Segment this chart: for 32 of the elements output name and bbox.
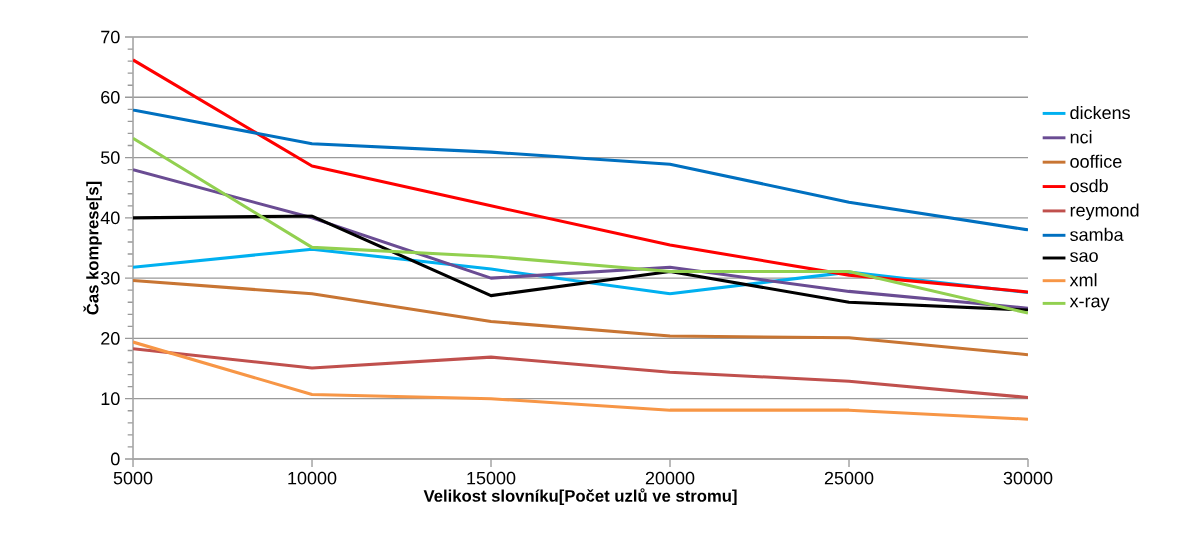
legend-label: samba	[1070, 227, 1124, 241]
legend-label: ooffice	[1070, 154, 1122, 168]
x-axis-title: Velikost slovníku[Počet uzlů ve stromu]	[423, 488, 737, 506]
line-series	[133, 279, 1028, 357]
x-tick-label: 25000	[824, 471, 874, 485]
y-axis-title: Čas komprese[s]	[83, 181, 102, 315]
line-series	[133, 347, 1028, 400]
line-series	[133, 58, 1028, 294]
legend-label: sao	[1070, 252, 1098, 262]
y-tick-label: 30	[100, 271, 120, 285]
legend-label: x-ray	[1069, 297, 1110, 311]
legend-label: nci	[1070, 130, 1092, 144]
x-tick-label: 10000	[288, 471, 337, 485]
y-tick-label: 0	[111, 452, 120, 466]
y-tick-label: 10	[101, 392, 120, 406]
line-series	[133, 340, 1028, 421]
x-tick-label: 15000	[467, 471, 516, 485]
y-tick-label: 50	[100, 151, 120, 164]
legend-label: xml	[1069, 273, 1097, 287]
legend-label: osdb	[1070, 179, 1108, 193]
line-series	[133, 108, 1028, 232]
x-tick-label: 30000	[1003, 471, 1053, 485]
legend-label: dickens	[1070, 105, 1130, 120]
y-tick-label: 40	[100, 211, 120, 225]
line-series	[133, 136, 1028, 315]
y-tick-label: 20	[101, 332, 120, 345]
y-tick-label: 60	[101, 90, 120, 104]
y-tick-label: 70	[101, 30, 120, 44]
x-tick-label: 20000	[645, 471, 695, 485]
x-tick-label: 5000	[113, 471, 153, 485]
legend-label: reymond	[1070, 203, 1139, 221]
line-series	[133, 214, 1028, 312]
